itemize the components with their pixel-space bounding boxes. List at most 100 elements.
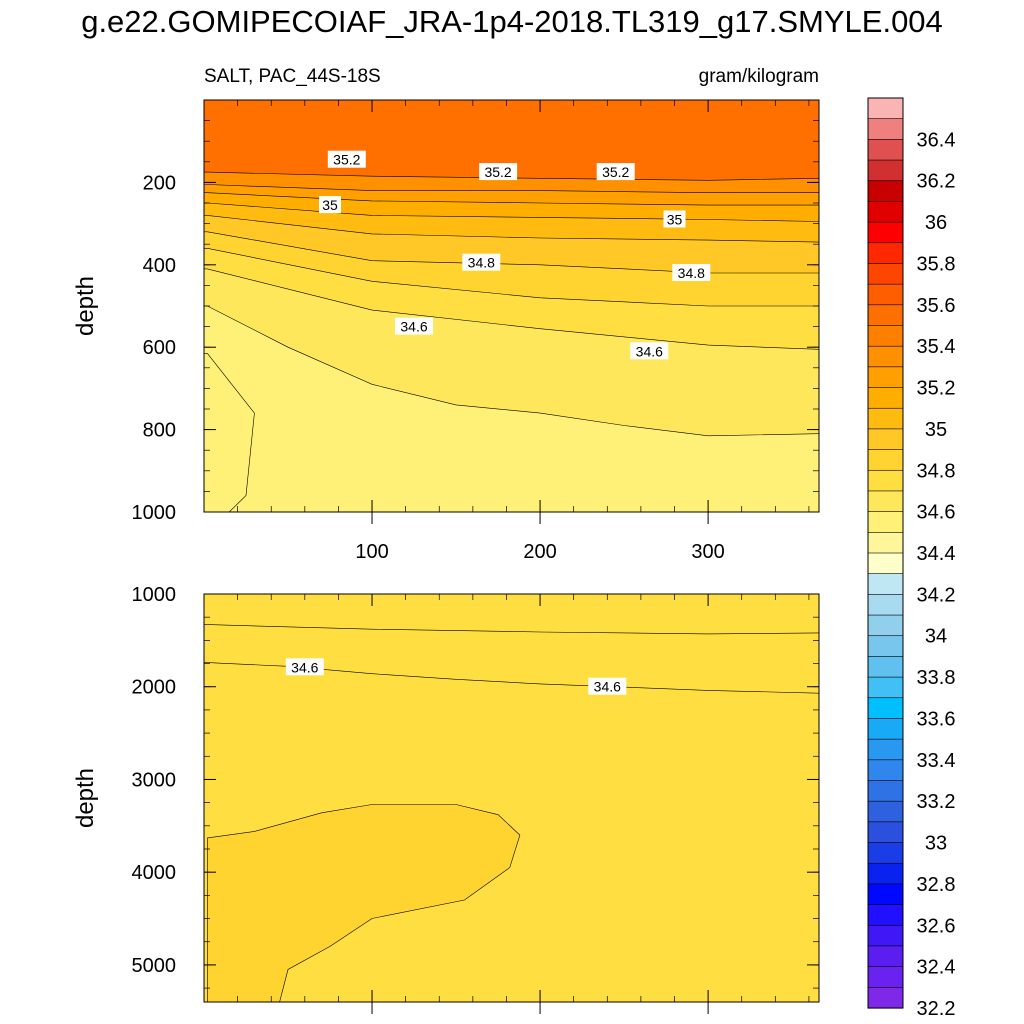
svg-text:34.6: 34.6 — [291, 659, 318, 675]
colorbar-swatch — [867, 345, 904, 368]
top-x-tick-label: 300 — [691, 541, 724, 563]
colorbar-swatch — [867, 924, 904, 947]
colorbar-swatch — [867, 573, 904, 595]
colorbar-swatch — [867, 469, 904, 492]
colorbar-label: 33.2 — [917, 791, 956, 813]
colorbar-swatch — [867, 676, 904, 699]
colorbar-swatch — [867, 614, 904, 637]
colorbar-label: 34.6 — [917, 502, 956, 524]
bottom-contour-34-5 — [204, 624, 819, 635]
svg-text:34.6: 34.6 — [636, 343, 663, 359]
colorbar-label: 36.2 — [917, 171, 956, 193]
svg-text:34.6: 34.6 — [594, 679, 621, 695]
bottom-y-tick-label: 1000 — [132, 584, 177, 606]
colorbar-swatch — [867, 180, 904, 203]
top-contour-label: 34.6 — [395, 317, 433, 335]
colorbar-swatch — [867, 407, 904, 430]
colorbar-swatch — [867, 738, 904, 761]
bottom-contour-label: 34.6 — [588, 677, 627, 695]
top-contour-35-2 — [204, 184, 819, 193]
colorbar-label: 35.4 — [917, 336, 956, 358]
colorbar-swatch — [867, 697, 904, 720]
top-x-tick-label: 100 — [355, 541, 388, 563]
top-contour-34-6 — [204, 268, 819, 350]
top-contour-35-3 — [204, 171, 819, 181]
top-contour-34-7 — [204, 248, 819, 307]
colorbar-label: 33.8 — [917, 667, 956, 689]
top-contour-label: 35.2 — [479, 163, 518, 181]
top-contour-35-1 — [204, 192, 819, 206]
top-y-tick-label: 600 — [143, 337, 176, 359]
top-contour-34-9 — [204, 215, 819, 243]
colorbar-label: 32.4 — [917, 957, 956, 979]
colorbar-swatch — [867, 325, 904, 347]
colorbar-swatch — [867, 387, 904, 409]
bottom-salinity-bands — [204, 594, 819, 1002]
top-contour-label: 35.2 — [327, 150, 366, 168]
top-contour-34-8 — [204, 231, 819, 274]
colorbar-swatch — [867, 862, 904, 885]
top-y-axis-label: depth — [72, 276, 99, 336]
top-contour-label: 35.2 — [596, 163, 635, 181]
bottom-contour-label: 34.6 — [285, 658, 324, 676]
top-contour-label: 35 — [319, 196, 341, 214]
top-y-tick-label: 200 — [143, 172, 176, 194]
bottom-band-34-6 — [204, 594, 819, 694]
colorbar-swatch — [867, 283, 904, 306]
top-y-tick-label: 800 — [143, 420, 176, 442]
colorbar-swatch — [867, 718, 904, 740]
bottom-y-tick-label: 5000 — [132, 955, 177, 977]
colorbar-label: 35.6 — [917, 295, 956, 317]
bottom-band-34-7 — [207, 804, 521, 1002]
colorbar-label: 36 — [925, 212, 947, 234]
svg-text:34.8: 34.8 — [468, 255, 495, 271]
bottom-contour-labels: 34.6 34.6 — [285, 658, 627, 695]
colorbar-label: 34.8 — [917, 460, 956, 482]
colorbar-swatch — [867, 780, 904, 802]
svg-text:34.6: 34.6 — [400, 319, 427, 335]
svg-text:34.8: 34.8 — [678, 265, 705, 281]
bottom-y-tick-label: 4000 — [132, 862, 177, 884]
colorbar-swatch — [867, 945, 904, 968]
colorbar-label: 33.6 — [917, 709, 956, 731]
colorbar-label: 36.4 — [917, 129, 956, 151]
colorbar: 36.4 36.2 36 35.8 35.6 35.4 35.2 35 34.8 34.6 34.4… — [867, 97, 956, 1020]
top-y-tick-label: 1000 — [132, 502, 177, 524]
top-contour-label: 35 — [663, 210, 686, 228]
colorbar-label: 32.8 — [917, 874, 956, 896]
colorbar-swatch — [867, 511, 904, 533]
colorbar-swatch — [867, 821, 904, 844]
colorbar-swatch — [867, 221, 904, 244]
top-contour-label: 34.8 — [672, 264, 711, 281]
bottom-axes: 1000 2000 3000 4000 5000 — [132, 584, 819, 1014]
colorbar-swatch — [867, 594, 904, 616]
colorbar-swatch — [867, 759, 904, 782]
colorbar-label: 33.4 — [917, 750, 956, 772]
colorbar-label: 33 — [925, 833, 947, 855]
colorbar-swatch — [867, 532, 904, 554]
bottom-y-axis-label: depth — [72, 768, 99, 828]
colorbar-swatch — [867, 656, 904, 678]
colorbar-swatch — [867, 449, 904, 471]
top-contour-34-5 — [204, 305, 819, 437]
top-x-tick-label: 200 — [523, 541, 556, 563]
page-title: g.e22.GOMIPECOIAF_JRA-1p4-2018.TL319_g17… — [81, 4, 943, 39]
top-contour-label: 34.6 — [630, 342, 669, 360]
colorbar-swatch — [867, 552, 904, 575]
svg-text:35.2: 35.2 — [333, 152, 360, 168]
colorbar-label: 34.2 — [917, 584, 956, 606]
colorbar-label: 34.4 — [917, 543, 956, 565]
colorbar-frame — [867, 97, 904, 1009]
colorbar-swatch — [867, 428, 904, 451]
colorbar-label: 35.8 — [917, 254, 956, 276]
top-salinity-bands — [204, 100, 819, 512]
top-contour-label: 34.8 — [462, 253, 501, 271]
colorbar-swatch — [867, 800, 904, 823]
colorbar-swatch — [867, 904, 904, 926]
bottom-panel: 34.6 34.6 1000 2000 3000 4000 5000 depth — [72, 584, 820, 1014]
colorbar-swatch — [867, 263, 904, 285]
top-units-title: gram/kilogram — [699, 66, 819, 87]
colorbar-swatch — [867, 139, 904, 161]
colorbar-swatch — [867, 966, 904, 988]
colorbar-label: 32.2 — [917, 998, 956, 1020]
